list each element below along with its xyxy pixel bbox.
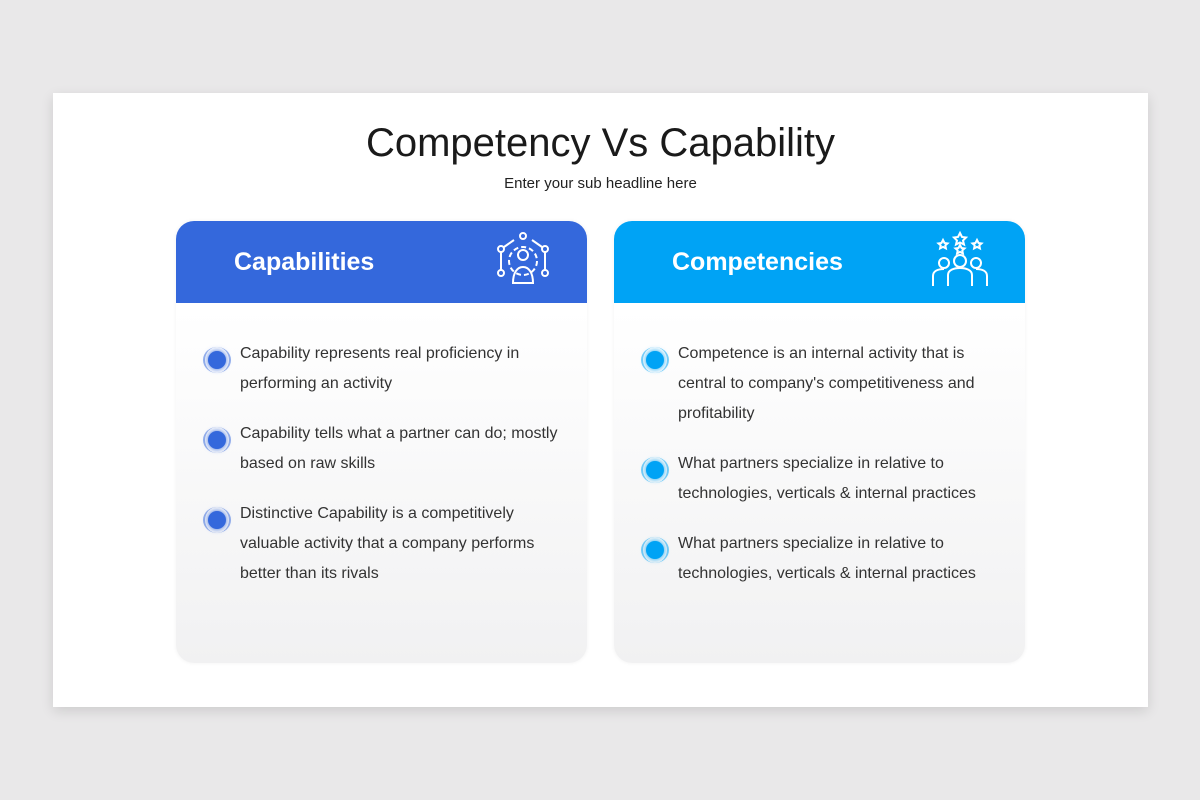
bullet-icon xyxy=(640,537,670,567)
card-capabilities: Capabilities Capability represents real p… xyxy=(176,221,587,663)
slide: Competency Vs Capability Enter your sub … xyxy=(53,93,1148,707)
bullet-icon xyxy=(202,507,232,537)
card-header: Capabilities xyxy=(176,221,587,303)
bullet-icon xyxy=(202,347,232,377)
team-stars-icon xyxy=(931,230,989,295)
card-heading: Capabilities xyxy=(234,247,375,276)
bullet-icon xyxy=(640,457,670,487)
list-item-text: Capability tells what a partner can do; … xyxy=(240,425,558,472)
card-header: Competencies xyxy=(614,221,1025,303)
list-item: Capability represents real proficiency i… xyxy=(202,345,567,399)
bullet-icon xyxy=(202,427,232,457)
list-item: Capability tells what a partner can do; … xyxy=(202,425,567,479)
card-heading: Competencies xyxy=(672,247,843,276)
list-item-text: What partners specialize in relative to … xyxy=(678,455,976,502)
list-item-text: What partners specialize in relative to … xyxy=(678,535,976,582)
list-item: What partners specialize in relative to … xyxy=(640,535,1005,589)
list-item: What partners specialize in relative to … xyxy=(640,455,1005,509)
list-item: Competence is an internal activity that … xyxy=(640,345,1005,429)
list-item: Distinctive Capability is a competitivel… xyxy=(202,505,567,589)
page-subtitle: Enter your sub headline here xyxy=(504,175,697,192)
card-competencies: Competencies Competence is an internal ac… xyxy=(614,221,1025,663)
list-item-text: Competence is an internal activity that … xyxy=(678,345,975,422)
page-title: Competency Vs Capability xyxy=(365,121,836,165)
gear-person-network-icon xyxy=(495,231,551,294)
list-item-text: Distinctive Capability is a competitivel… xyxy=(240,505,535,582)
bullet-icon xyxy=(640,347,670,377)
list-item-text: Capability represents real proficiency i… xyxy=(240,345,520,392)
